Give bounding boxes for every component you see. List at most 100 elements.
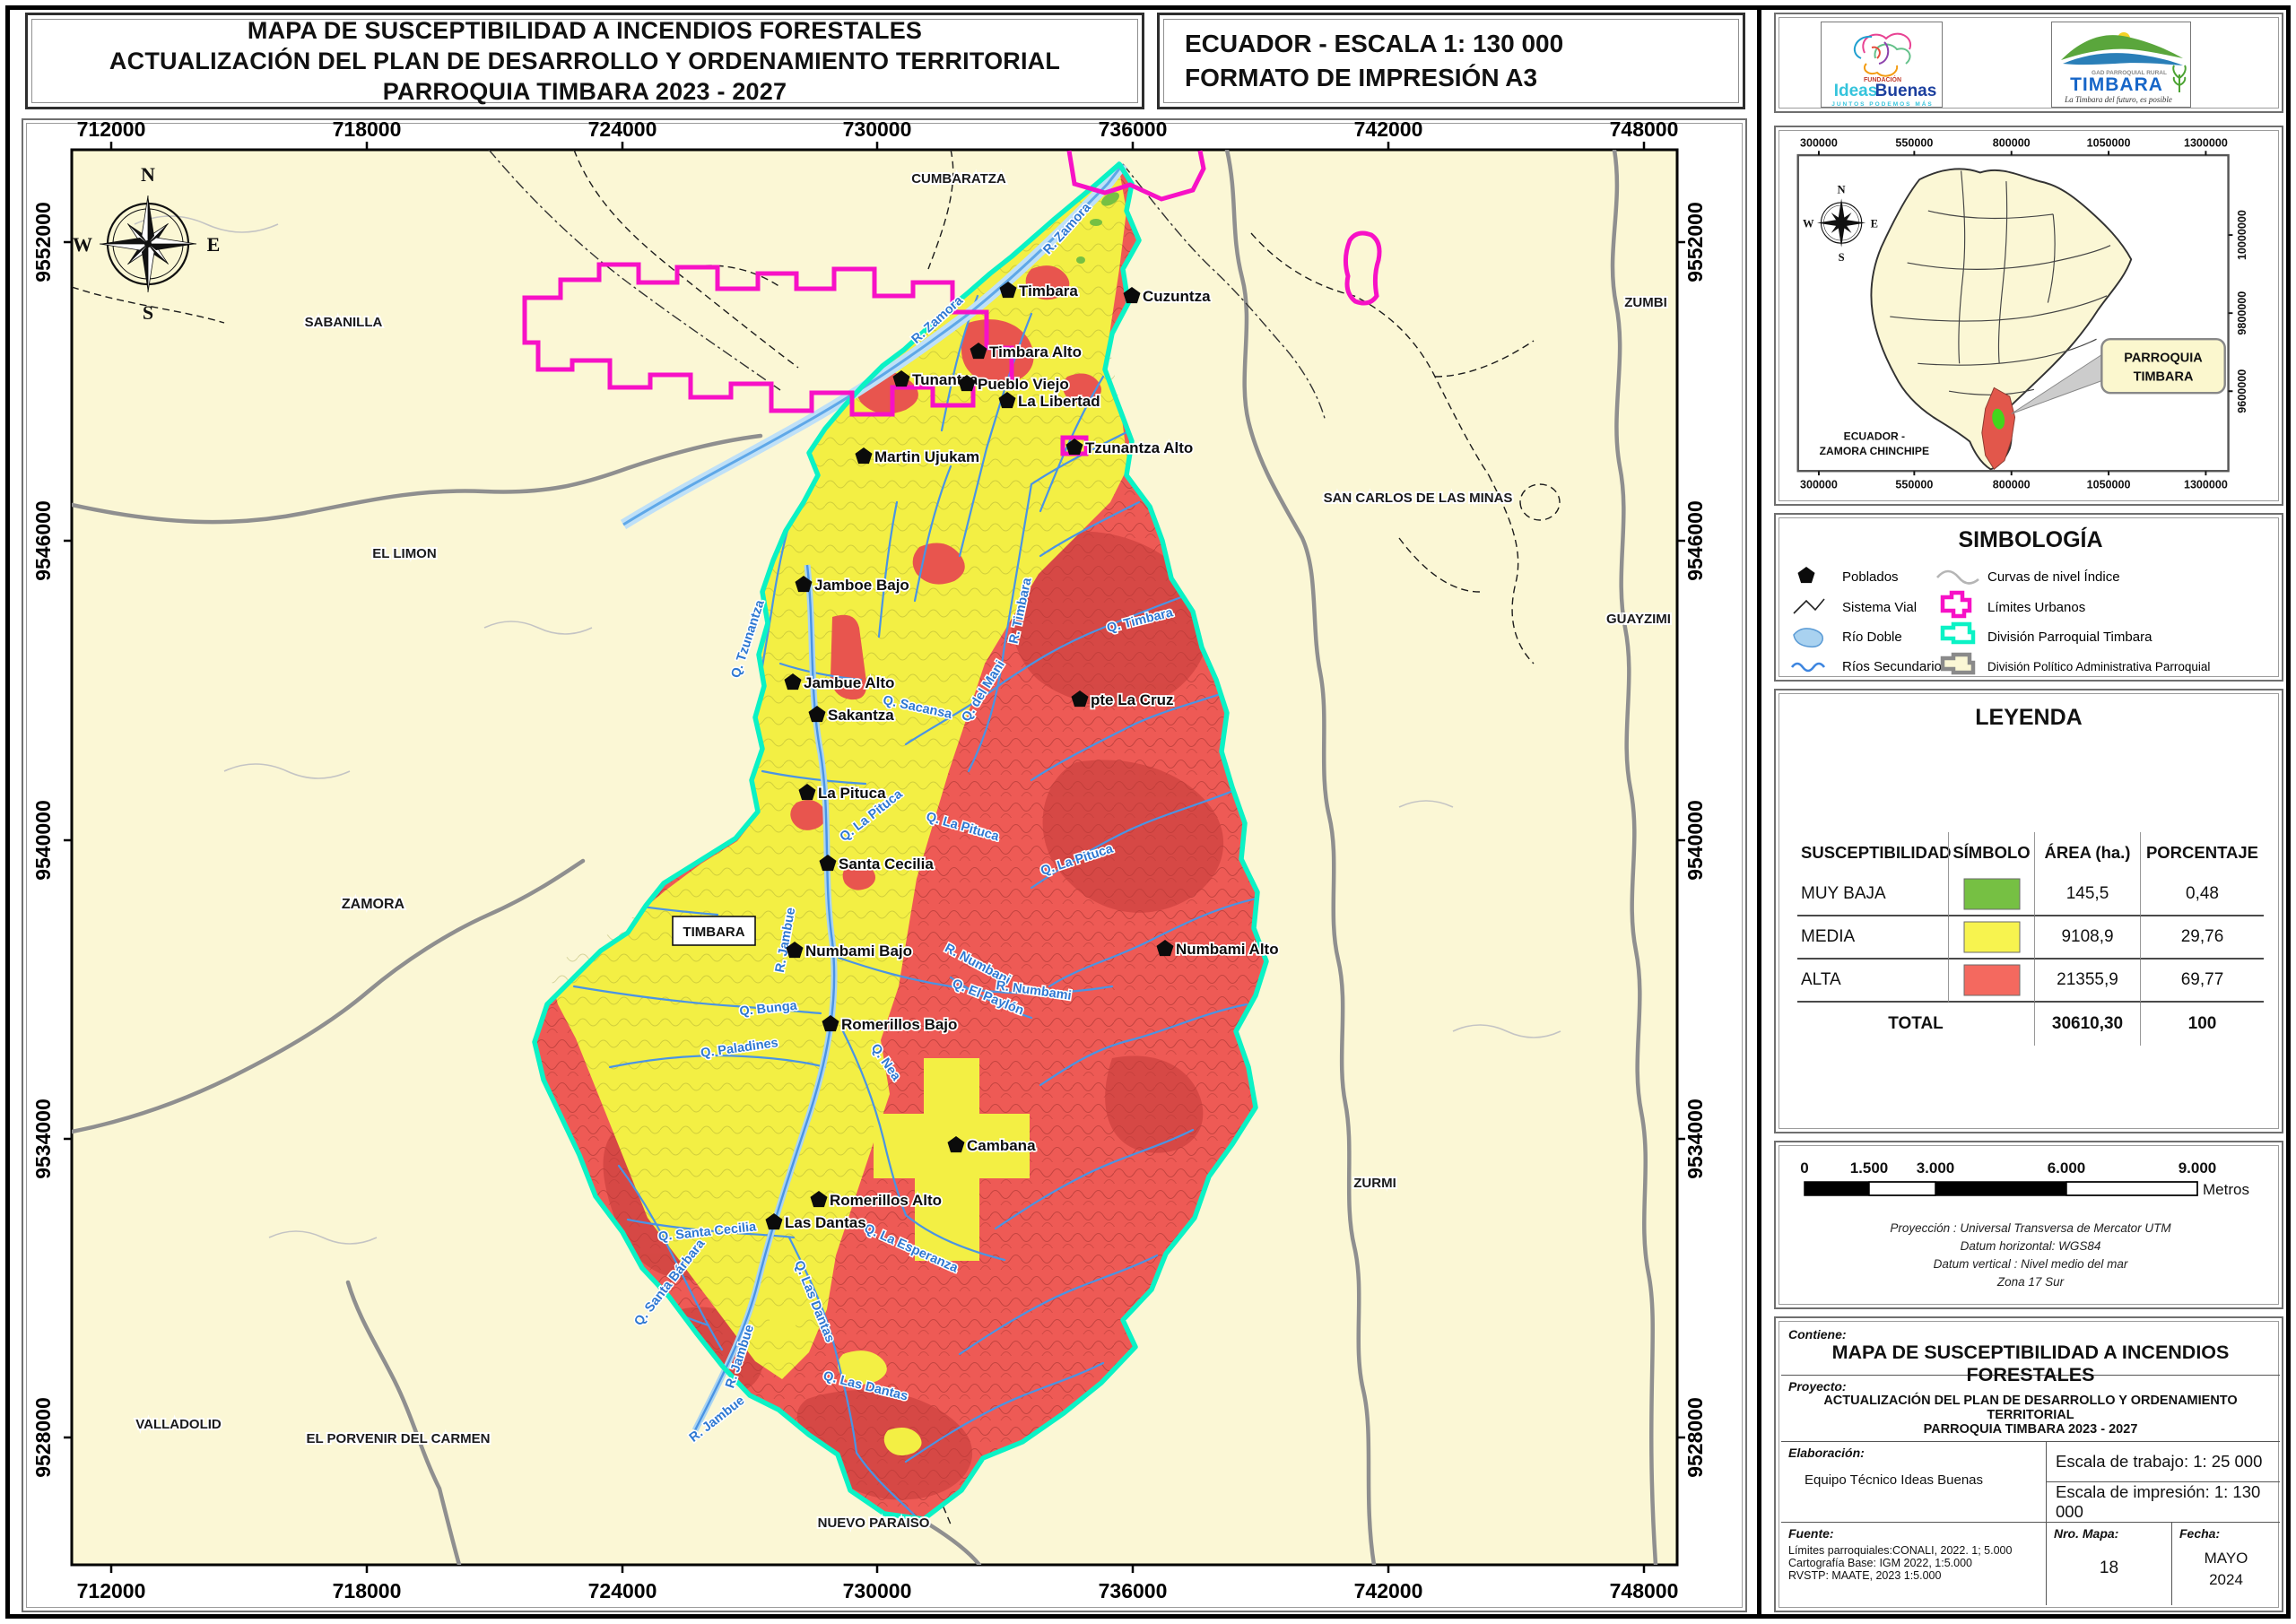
proyecto-row: Proyecto: ACTUALIZACIÓN DEL PLAN DE DESA… (1781, 1376, 2280, 1442)
poblado-label: Cuzuntza (1143, 288, 1211, 305)
contiene-row: Contiene: MAPA DE SUSCEPTIBILIDAD A INCE… (1781, 1324, 2280, 1385)
inset-region-label: ZAMORA CHINCHIPE (1820, 445, 1929, 457)
compass-rose: N E S W (73, 163, 220, 324)
limites-urbanos (522, 150, 1382, 456)
leyenda-header: ÁREA (ha.) (2034, 832, 2140, 873)
area-label: ZUMBI (1624, 295, 1667, 310)
simbologia-title: SIMBOLOGÍA (1958, 526, 2102, 552)
division-parroquial-icon (1940, 621, 1976, 645)
elaboracion-label: Elaboración: (1788, 1446, 1865, 1460)
frame-ticks (64, 142, 1685, 1573)
sistema-vial-icon (1793, 598, 1825, 614)
leyenda-swatch-cell (1948, 873, 2034, 916)
simbologia-item-label: Poblados (1842, 569, 1899, 585)
area-label: SABANILLA (305, 315, 383, 330)
logos-box: FUNDACIÓN Ideas Buenas JUNTOS PODEMOS MÁ… (1774, 13, 2283, 113)
poblado-label: Romerillos Bajo (841, 1016, 957, 1033)
poblado-label: Sakantza (828, 707, 894, 724)
ecuador-outline (1870, 168, 2133, 471)
limites-urbanos-icon (1940, 590, 1972, 619)
elaboracion-cell: Elaboración: Equipo Técnico Ideas Buenas (1781, 1442, 2047, 1522)
y-tick: 9546000 (1683, 500, 1707, 581)
x-tick: 712000 (77, 117, 146, 141)
svg-text:1050000: 1050000 (2087, 136, 2131, 149)
scale-box: ECUADOR - ESCALA 1: 130 000 FORMATO DE I… (1157, 13, 1745, 109)
timbara-logo-mountain-blue (2063, 53, 2183, 65)
title-line: ACTUALIZACIÓN DEL PLAN DE DESARROLLO Y O… (109, 48, 1061, 74)
simbologia-item-label: Límites Urbanos (1987, 600, 2085, 615)
timbara-logo-plant (2172, 65, 2187, 92)
y-tick: 9534000 (1683, 1099, 1707, 1179)
leyenda-panel: LEYENDA SUSCEPTIBILIDAD SÍMBOLO ÁREA (ha… (1774, 689, 2283, 1133)
x-tick: 748000 (1610, 1579, 1679, 1602)
simbologia-panel: SIMBOLOGÍA Poblados Sistema Vial Río Dob… (1774, 513, 2283, 682)
svg-text:1.500: 1.500 (1850, 1159, 1889, 1177)
leyenda-area-value: 145,5 (2034, 873, 2140, 916)
x-tick: 718000 (333, 1579, 402, 1602)
simbologia-content: SIMBOLOGÍA Poblados Sistema Vial Río Dob… (1790, 526, 2210, 675)
area-label: EL LIMON (372, 546, 436, 561)
area-label: EL PORVENIR DEL CARMEN (306, 1431, 490, 1446)
leyenda-row-label: ALTA (1797, 960, 1948, 1003)
svg-text:550000: 550000 (1895, 136, 1933, 149)
y-tick: 9528000 (31, 1397, 55, 1478)
poblado-label: Timbara (1019, 282, 1078, 300)
poblado-label: pte La Cruz (1091, 691, 1174, 708)
compass-n: N (141, 163, 155, 186)
inset-compass: N E S W (1803, 184, 1878, 264)
province-borders (1890, 170, 2111, 395)
fuente-line: RVSTP: MAATE, 2023 1:5.000 (1788, 1569, 1942, 1582)
proyecto-label: Proyecto: (1788, 1379, 1847, 1394)
poblado-label: Pueblo Viejo (978, 376, 1069, 393)
x-tick: 730000 (843, 1579, 912, 1602)
ideas-logo-tagline: JUNTOS PODEMOS MÁS (1831, 100, 1934, 108)
svg-text:10000000: 10000000 (2236, 210, 2248, 260)
inset-region-label: ECUADOR - (1844, 430, 1905, 442)
svg-text:S: S (1839, 251, 1845, 264)
poblado-label: Timbara Alto (989, 343, 1082, 360)
x-tick: 742000 (1354, 117, 1423, 141)
x-tick: 724000 (588, 1579, 657, 1602)
y-tick: 9552000 (31, 202, 55, 282)
escala-impresion: Escala de impresión: 1: 130 000 (2056, 1482, 2261, 1521)
inset-y-labels: 10000000 9800000 9600000 (2236, 210, 2248, 413)
poblado-label: Santa Cecilia (839, 855, 934, 873)
fuente-nro-fecha-row: Fuente: Límites parroquiales:CONALI, 202… (1781, 1523, 2280, 1605)
ideas-logo-word2: Buenas (1875, 82, 1937, 100)
simbologia-item-label: Ríos Secundarios (1842, 659, 1948, 674)
timbara-logo-mountain-green (2061, 35, 2183, 60)
compass-e: E (207, 233, 221, 256)
leyenda-pct-value: 29,76 (2140, 916, 2264, 960)
y-tick: 9528000 (1683, 1397, 1707, 1478)
projection-line: Datum horizontal: WGS84 (1961, 1239, 2101, 1253)
contiene-value: MAPA DE SUSCEPTIBILIDAD A INCENDIOS FORE… (1831, 1342, 2230, 1385)
callout-line: TIMBARA (2134, 370, 2194, 385)
area-label: VALLADOLID (135, 1417, 222, 1432)
leyenda-row-label: MEDIA (1797, 916, 1948, 960)
x-tick: 730000 (843, 117, 912, 141)
projection-line: Zona 17 Sur (1996, 1275, 2065, 1289)
fecha-cell: Fecha: MAYO 2024 (2172, 1523, 2280, 1605)
leyenda-total-area: 30610,30 (2034, 1003, 2140, 1046)
scale-line: FORMATO DE IMPRESIÓN A3 (1185, 64, 1538, 91)
svg-text:N: N (1838, 184, 1846, 196)
svg-text:3.000: 3.000 (1917, 1159, 1955, 1177)
leyenda-header: SÍMBOLO (1948, 832, 2034, 873)
nro-mapa-label: Nro. Mapa: (2054, 1526, 2119, 1541)
poblado-label: Tzunantza Alto (1085, 439, 1193, 456)
svg-text:300000: 300000 (1800, 479, 1838, 491)
poblado-label: Las Dantas (785, 1214, 866, 1231)
timbara-logo-name: TIMBARA (2070, 74, 2163, 95)
area-label: CUMBARATZA (911, 171, 1006, 187)
scale-line: ECUADOR - ESCALA 1: 130 000 (1185, 30, 1564, 57)
poblado-label: Cambana (967, 1137, 1036, 1154)
susceptibility-muy-baja-spots (1076, 192, 1119, 264)
x-tick: 736000 (1099, 117, 1168, 141)
neighbor-area-labels: CUMBARATZA SABANILLA EL LIMON SAN CARLOS… (134, 169, 1673, 1533)
svg-text:6.000: 6.000 (2048, 1159, 2086, 1177)
parroquia-callout: PARROQUIA TIMBARA (2011, 337, 2226, 414)
alta-swatch (1963, 964, 2020, 996)
x-axis-labels: 712000 718000 724000 730000 736000 74200… (77, 117, 1679, 1602)
timbara-logo: GAD PARROQUIAL RURAL TIMBARA La Timbara … (2051, 22, 2191, 108)
poblado-label: Numbami Bajo (805, 942, 912, 960)
